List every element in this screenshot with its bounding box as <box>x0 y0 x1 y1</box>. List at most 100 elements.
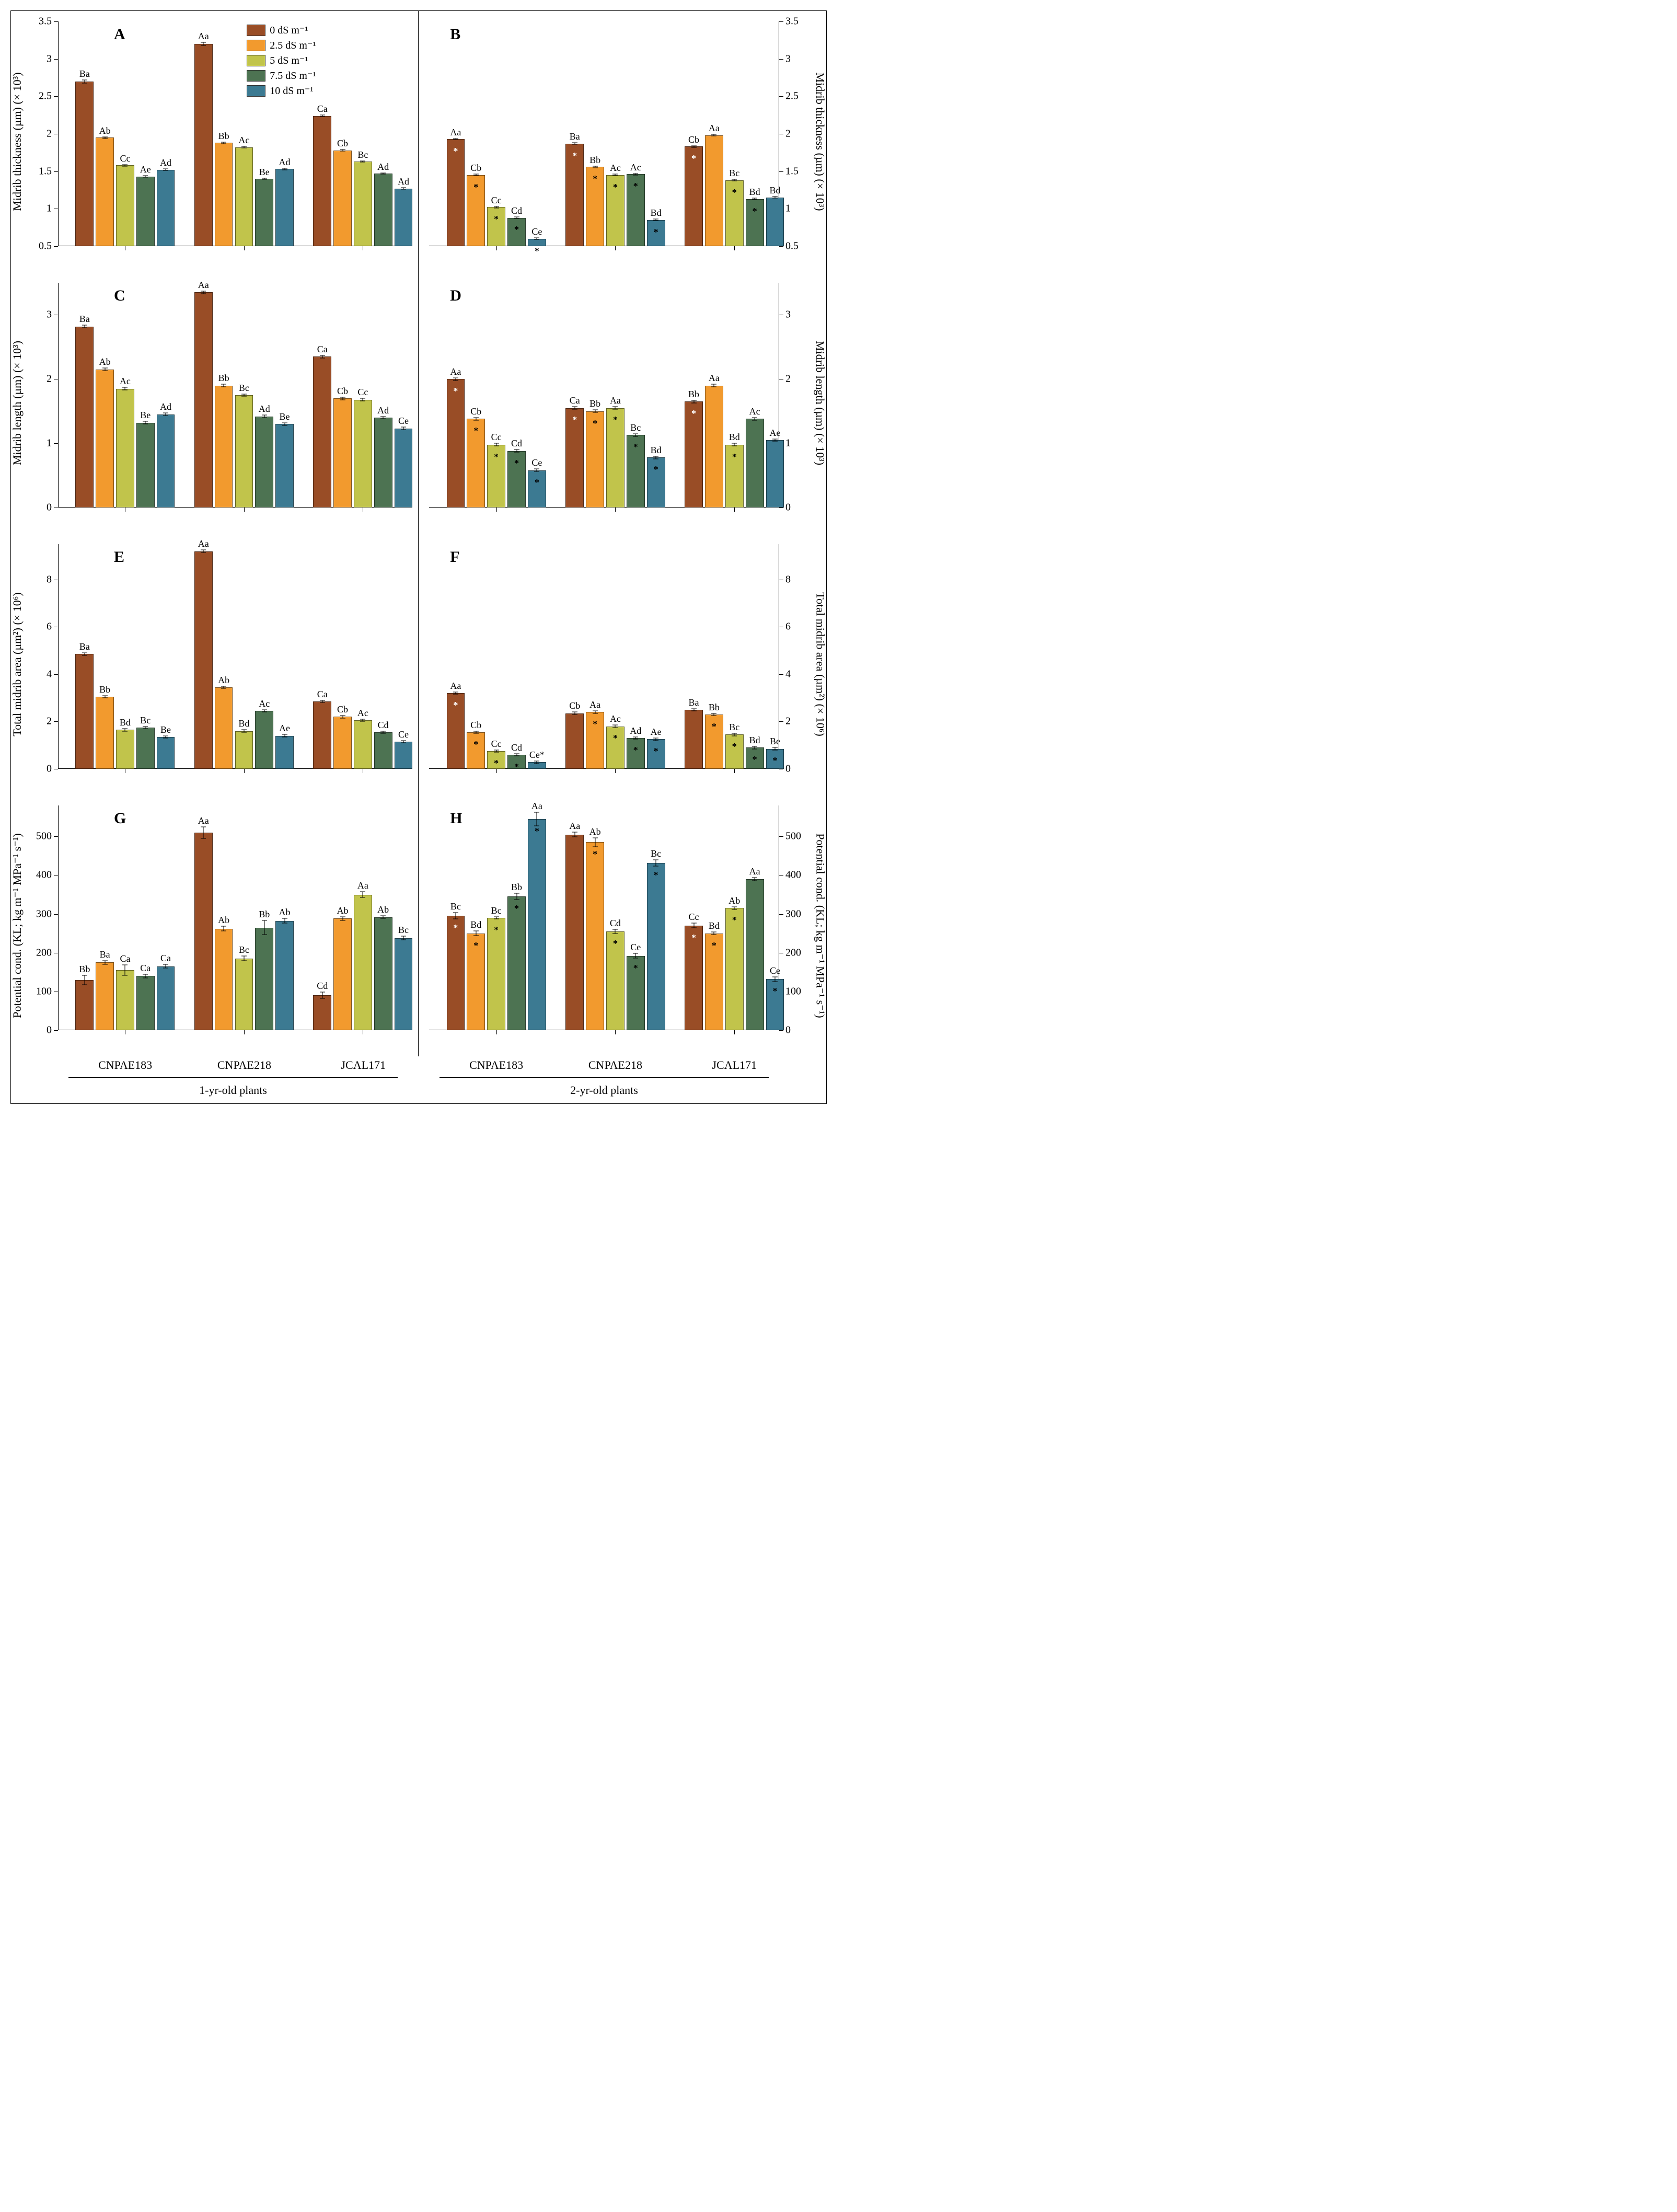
bar <box>565 713 584 769</box>
bar <box>96 962 114 1030</box>
bar-sig-label: Aa <box>531 801 542 812</box>
sig-star: * <box>535 246 539 257</box>
bar-sig-label: Ac <box>259 698 270 709</box>
ytick-label: 0 <box>47 502 52 514</box>
bar <box>507 451 526 508</box>
bar-sig-label: Bc <box>450 901 461 912</box>
bar-sig-label: Bd <box>729 432 740 443</box>
bar-sig-label: Bc <box>729 722 739 733</box>
bar-sig-label: Bc <box>491 905 502 916</box>
bar <box>565 144 584 246</box>
bar <box>528 470 546 508</box>
bar <box>255 417 273 508</box>
ytick-label: 0.5 <box>39 240 52 252</box>
x-group-label: CNPAE183 <box>469 1058 523 1072</box>
bar <box>528 819 546 1030</box>
bar-sig-label: Ad <box>160 401 171 412</box>
plot-area: 02468EBaBbBdBcBeAaAbBdAcAeCaCbAcCdCe <box>58 544 408 769</box>
bar-sig-label: Aa <box>450 681 461 692</box>
bar <box>313 116 331 246</box>
legend-item: 7.5 dS m⁻¹ <box>247 69 316 82</box>
y-axis-label: Potential cond. (KL; kg m⁻¹ MPa⁻¹ s⁻¹) <box>10 833 24 1018</box>
bar-sig-label: Aa <box>198 538 209 549</box>
panel-E: 02468EBaBbBdBcBeAaAbBdAcAeCaCbAcCdCeTota… <box>11 534 419 795</box>
bar <box>333 717 352 769</box>
bar <box>194 44 213 246</box>
bar <box>467 732 485 769</box>
bar-sig-label: Aa <box>749 866 760 877</box>
bar <box>627 174 645 246</box>
bar-sig-label: Ac <box>749 406 760 417</box>
bar <box>215 687 233 769</box>
bar <box>215 143 233 246</box>
bar <box>235 147 253 246</box>
legend-item: 10 dS m⁻¹ <box>247 84 316 97</box>
bar-sig-label: Bb <box>589 398 600 409</box>
bar-sig-label: Cd <box>511 205 522 216</box>
x-group-label: JCAL171 <box>341 1058 386 1072</box>
bar <box>136 728 155 769</box>
bar <box>627 435 645 508</box>
bar-sig-label: Ca <box>317 344 328 355</box>
bar <box>447 693 465 769</box>
legend-label: 7.5 dS m⁻¹ <box>270 69 316 82</box>
bar-sig-label: Ab <box>279 907 291 918</box>
bar <box>395 429 413 508</box>
legend-item: 5 dS m⁻¹ <box>247 54 316 67</box>
bar-sig-label: Ac <box>120 376 131 387</box>
bar-sig-label: Bb <box>709 702 720 713</box>
bar-sig-label: Ce <box>630 942 641 953</box>
bar-sig-label: Ce <box>770 965 780 976</box>
bar-sig-label: Ab <box>218 915 229 926</box>
bar-sig-label: Cd <box>511 438 522 449</box>
ytick-label: 1 <box>47 203 52 215</box>
bar-sig-label: Ba <box>79 641 90 652</box>
bar <box>157 966 175 1030</box>
bar <box>395 742 413 769</box>
bar <box>528 239 546 246</box>
bar <box>487 207 505 246</box>
ytick-label: 0 <box>47 763 52 775</box>
bar <box>374 174 392 246</box>
legend-item: 2.5 dS m⁻¹ <box>247 39 316 52</box>
bar <box>647 220 665 246</box>
ytick-label: 0 <box>785 1024 791 1036</box>
plot-area: 0123DAa*Cb*Cc*Cd*Ce*Ca*Bb*Aa*Bc*Bd*Bb*Aa… <box>429 283 779 508</box>
ytick-label: 2 <box>47 128 52 140</box>
panel-letter: C <box>114 287 125 305</box>
bar-sig-label: Aa <box>709 123 720 134</box>
bar-sig-label: Bc <box>357 149 368 160</box>
bar <box>766 979 784 1030</box>
ytick-label: 2.5 <box>785 90 799 102</box>
ytick-label: 1 <box>47 437 52 450</box>
bar-sig-label: Ae <box>279 723 290 734</box>
y-axis-label: Midrib length (µm) (× 10³) <box>10 341 24 465</box>
panel-F: 02468FAa*Cb*Cc*Cd*Ce*CbAa*Ac*Ad*Ae*BaBb*… <box>419 534 826 795</box>
bar <box>75 654 94 769</box>
bar-sig-label: Ad <box>259 404 270 414</box>
y-axis-label: Midrib thickness (µm) (× 10³) <box>10 72 24 211</box>
column-header: 2-yr-old plants <box>570 1084 638 1097</box>
bar-sig-label: Bb <box>259 909 270 920</box>
bar-sig-label: Ca <box>160 953 171 964</box>
bar-sig-label: Ab <box>337 905 349 916</box>
bar-sig-label: Ab <box>99 125 111 136</box>
bar <box>136 976 155 1030</box>
legend-label: 0 dS m⁻¹ <box>270 24 308 37</box>
bar <box>467 419 485 508</box>
bar <box>627 956 645 1030</box>
plot-area: 0.511.522.533.5A0 dS m⁻¹2.5 dS m⁻¹5 dS m… <box>58 21 408 246</box>
bar-sig-label: Bb <box>79 964 90 975</box>
ytick-label: 200 <box>785 947 801 959</box>
bar-sig-label: Ba <box>689 697 699 708</box>
bar <box>136 177 155 246</box>
bar <box>487 445 505 508</box>
legend-swatch <box>247 40 265 51</box>
bar <box>507 218 526 246</box>
bar <box>116 165 134 246</box>
bar <box>507 896 526 1030</box>
bar-sig-label: Ca <box>120 953 130 964</box>
column-underline <box>440 1077 769 1078</box>
bar-sig-label: Aa <box>450 127 461 138</box>
legend-swatch <box>247 55 265 66</box>
